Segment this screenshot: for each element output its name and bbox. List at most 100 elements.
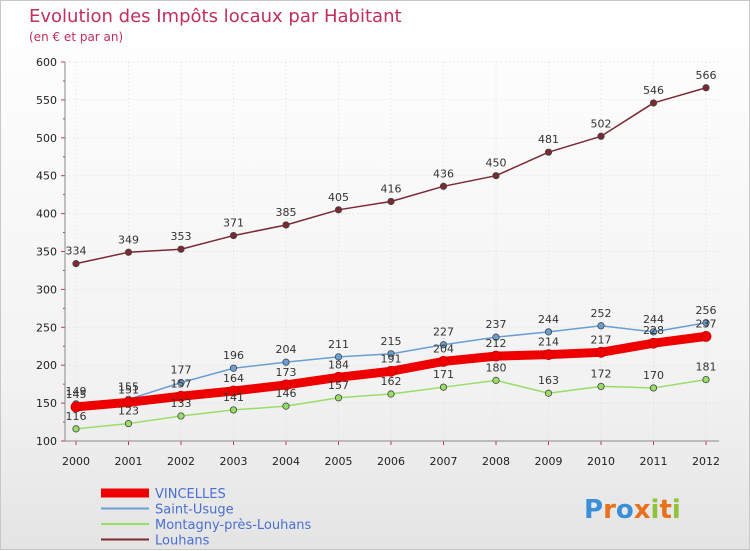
data-point — [439, 383, 448, 391]
x-tick-label: 2007 — [430, 455, 458, 468]
data-point — [177, 245, 185, 253]
y-tick-label: 550 — [36, 94, 57, 107]
data-point — [490, 350, 502, 362]
y-tick-label: 300 — [36, 283, 57, 296]
logo-letter: x — [634, 495, 651, 525]
data-label: 170 — [643, 369, 664, 382]
data-point — [702, 319, 710, 327]
data-label: 151 — [118, 383, 139, 396]
data-point — [177, 379, 185, 387]
data-label: 173 — [276, 366, 297, 379]
data-point — [228, 385, 239, 397]
y-tick-label: 150 — [36, 397, 57, 410]
data-point — [597, 382, 605, 391]
data-label: 164 — [223, 372, 244, 385]
data-label: 416 — [381, 182, 402, 195]
data-label: 181 — [696, 361, 717, 374]
data-label: 215 — [381, 335, 402, 348]
data-labels: 334 349 353 371 385 405 416 436 450 481 502 546 566 1… — [66, 69, 717, 423]
data-label: 211 — [328, 338, 349, 351]
x-tick-label: 2009 — [535, 455, 563, 468]
x-tick-label: 2012 — [692, 455, 720, 468]
data-label: 237 — [486, 318, 507, 331]
data-point — [492, 376, 500, 384]
y-tick-label: 250 — [36, 321, 57, 334]
data-point — [72, 425, 80, 433]
x-tick-label: 2004 — [272, 455, 300, 468]
data-label: 145 — [66, 388, 87, 401]
data-point — [439, 182, 448, 190]
data-label: 227 — [433, 326, 454, 339]
chart-subtitle: (en € et par an) — [29, 30, 123, 44]
proxiti-logo: Proxiti — [584, 495, 681, 525]
data-point — [282, 221, 290, 229]
data-label: 133 — [171, 397, 192, 410]
data-label: 353 — [171, 230, 192, 243]
data-point — [334, 353, 343, 361]
data-label: 502 — [591, 117, 612, 130]
legend-label: Montagny-près-Louhans — [155, 518, 312, 533]
data-label: 157 — [171, 377, 192, 390]
x-tick-label: 2011 — [640, 455, 668, 468]
data-label: 252 — [591, 307, 612, 320]
data-point — [229, 364, 238, 372]
x-tick-label: 2000 — [62, 455, 90, 468]
y-tick-label: 500 — [36, 132, 57, 145]
data-label: 371 — [223, 217, 244, 230]
logo-letter: i — [651, 495, 660, 525]
data-point — [544, 389, 553, 397]
data-point — [123, 396, 134, 408]
legend: VINCELLESSaint-UsugeMontagny-près-Louhan… — [101, 487, 312, 549]
data-point — [702, 84, 710, 92]
data-label: 566 — [696, 69, 717, 82]
logo-letter: r — [603, 495, 616, 525]
data-label: 149 — [66, 385, 87, 398]
logo-letter: i — [672, 495, 681, 525]
y-tick-label: 200 — [36, 359, 57, 372]
data-point — [280, 379, 292, 391]
x-tick-label: 2005 — [325, 455, 353, 468]
data-label: 180 — [486, 361, 507, 374]
data-label: 237 — [696, 317, 717, 330]
data-label: 334 — [66, 245, 87, 258]
legend-label: VINCELLES — [155, 487, 226, 502]
data-label: 172 — [591, 367, 612, 380]
data-label: 163 — [538, 374, 559, 387]
data-label: 244 — [538, 313, 559, 326]
data-point — [282, 358, 290, 366]
y-tick-label: 600 — [36, 56, 57, 69]
data-label: 214 — [538, 336, 559, 349]
data-point — [229, 231, 238, 240]
data-label: 228 — [643, 324, 664, 337]
data-label: 196 — [223, 349, 244, 362]
data-point — [648, 337, 659, 349]
x-tick-label: 2003 — [220, 455, 248, 468]
data-point — [492, 172, 500, 180]
data-label: 256 — [696, 304, 717, 317]
legend-label: Louhans — [155, 534, 210, 549]
data-label: 405 — [328, 191, 349, 204]
data-label: 204 — [433, 342, 454, 355]
data-label: 184 — [328, 358, 349, 371]
data-point — [229, 406, 238, 414]
data-label: 162 — [381, 375, 402, 388]
data-point — [543, 349, 554, 360]
data-point — [544, 328, 553, 336]
data-label: 141 — [223, 391, 244, 404]
data-point — [597, 132, 605, 140]
data-label: 146 — [276, 387, 297, 400]
data-point — [702, 376, 710, 384]
data-point — [282, 402, 290, 410]
data-label: 204 — [276, 343, 297, 356]
data-point — [334, 394, 343, 402]
chart-title: Evolution des Impôts locaux par Habitant — [29, 6, 402, 27]
legend-label: Saint-Usuge — [155, 503, 234, 518]
data-point — [544, 148, 553, 156]
y-tick-label: 400 — [36, 208, 57, 221]
data-label: 244 — [643, 313, 664, 326]
data-label: 481 — [538, 133, 559, 146]
data-label: 191 — [381, 352, 402, 365]
x-tick-label: 2010 — [587, 455, 615, 468]
